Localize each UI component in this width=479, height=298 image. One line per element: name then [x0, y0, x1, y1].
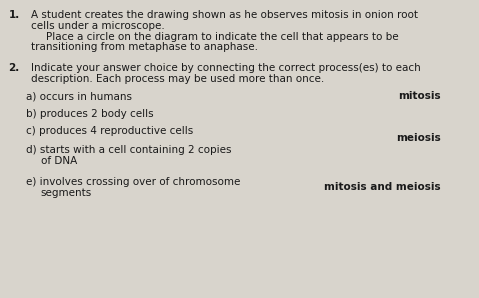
Text: c) produces 4 reproductive cells: c) produces 4 reproductive cells — [26, 126, 194, 136]
Text: transitioning from metaphase to anaphase.: transitioning from metaphase to anaphase… — [31, 42, 258, 52]
Text: description. Each process may be used more than once.: description. Each process may be used mo… — [31, 74, 324, 84]
Text: mitosis and meiosis: mitosis and meiosis — [324, 182, 441, 192]
Text: a) occurs in humans: a) occurs in humans — [26, 91, 132, 102]
Text: 2.: 2. — [9, 63, 20, 73]
Text: b) produces 2 body cells: b) produces 2 body cells — [26, 109, 154, 119]
Text: cells under a microscope.: cells under a microscope. — [31, 21, 165, 32]
Text: segments: segments — [41, 188, 92, 198]
Text: of DNA: of DNA — [41, 156, 77, 166]
Text: Indicate your answer choice by connecting the correct process(es) to each: Indicate your answer choice by connectin… — [31, 63, 421, 73]
Text: mitosis: mitosis — [398, 91, 441, 102]
Text: A student creates the drawing shown as he observes mitosis in onion root: A student creates the drawing shown as h… — [31, 10, 418, 21]
Text: d) starts with a cell containing 2 copies: d) starts with a cell containing 2 copie… — [26, 145, 232, 155]
Text: Place a circle on the diagram to indicate the cell that appears to be: Place a circle on the diagram to indicat… — [46, 32, 398, 42]
Text: 1.: 1. — [9, 10, 20, 21]
Text: meiosis: meiosis — [396, 133, 441, 143]
Text: e) involves crossing over of chromosome: e) involves crossing over of chromosome — [26, 177, 241, 187]
